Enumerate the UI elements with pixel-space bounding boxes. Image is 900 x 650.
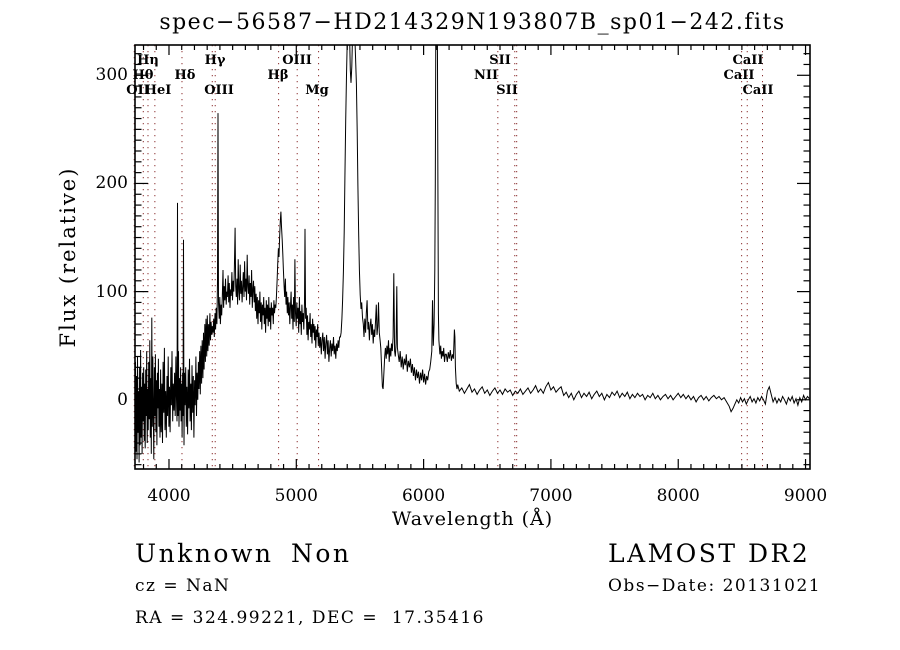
spectral-line-label: Mg: [305, 83, 329, 98]
plot-frame: [134, 44, 811, 470]
x-axis-title: Wavelength (Å): [391, 508, 554, 530]
spectral-line-label: Hθ: [132, 68, 154, 83]
spectral-line-label: OII: [126, 83, 150, 98]
spectral-line-label: OIII: [282, 53, 312, 68]
spectral-line-label: Hβ: [267, 68, 289, 83]
subclass-label: Non: [291, 539, 352, 568]
obs-date-value: Obs−Date: 20131021: [608, 576, 822, 596]
x-tick-label: 5000: [274, 486, 318, 506]
y-tick-label: 100: [95, 281, 128, 302]
cz-value: cz = NaN: [135, 576, 231, 596]
spectral-line-label: HeI: [144, 83, 172, 98]
spectral-line-label: SII: [489, 53, 511, 68]
y-tick-label: 200: [95, 173, 128, 194]
y-axis-title: Flux (relative): [56, 166, 80, 348]
ra-dec-value: RA = 324.99221, DEC = 17.35416: [135, 608, 485, 628]
spectral-line-label: CaII: [732, 53, 764, 68]
plot-title: spec−56587−HD214329N193807B_sp01−242.fit…: [159, 10, 786, 35]
spectral-line-label: OIII: [204, 83, 234, 98]
survey-label: LAMOST DR2: [608, 539, 811, 568]
spectral-line-label: Hη: [137, 53, 159, 68]
classification-label: Unknown: [135, 539, 274, 568]
spectral-line-label: Hδ: [174, 68, 196, 83]
spectral-line-label: CaII: [742, 83, 774, 98]
spectral-line-label: NII: [473, 68, 499, 83]
x-tick-label: 9000: [783, 486, 828, 506]
x-tick-label: 6000: [401, 486, 446, 506]
spectral-line-label: CaII: [723, 68, 755, 83]
x-tick-label: 4000: [147, 486, 191, 506]
y-tick-label: 0: [117, 389, 128, 410]
spectral-line-label: Hγ: [204, 53, 226, 68]
x-tick-label: 7000: [529, 486, 573, 506]
x-tick-label: 8000: [656, 486, 700, 506]
spectral-line-label: SII: [496, 83, 518, 98]
spectrum-curve: [135, 45, 810, 463]
y-tick-label: 300: [95, 65, 128, 86]
